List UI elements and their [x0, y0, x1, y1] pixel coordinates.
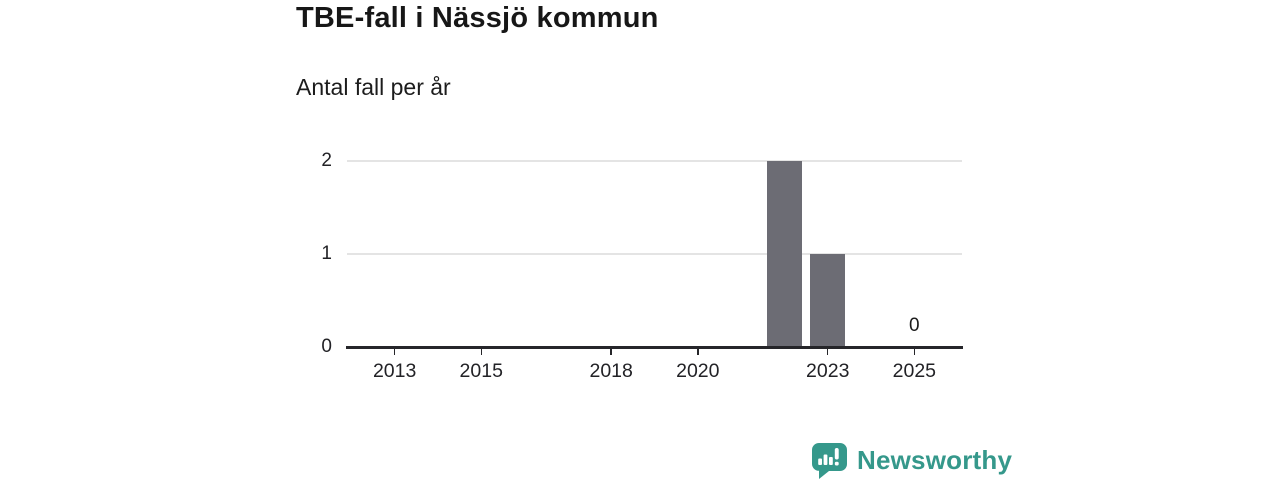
x-tick-mark [610, 348, 612, 355]
bar-value-label: 0 [909, 315, 920, 336]
y-tick-label: 1 [321, 243, 332, 264]
x-tick-mark [913, 348, 916, 355]
x-tick-mark [480, 348, 482, 355]
gridline-y-2 [347, 160, 962, 162]
y-tick-label: 0 [321, 336, 332, 357]
x-tick-mark [393, 348, 396, 355]
x-tick-mark [697, 348, 699, 355]
x-tick-label: 2025 [892, 360, 937, 382]
x-axis-line [346, 346, 963, 349]
newsworthy-icon [811, 442, 848, 479]
chart-title: TBE-fall i Nässjö kommun [296, 2, 659, 34]
x-tick-label: 2020 [676, 360, 720, 382]
x-tick-label: 2015 [459, 360, 503, 382]
bar-2023 [810, 254, 846, 347]
newsworthy-brand-text: Newsworthy [857, 445, 1013, 475]
x-tick-mark [826, 348, 829, 355]
bar-2022 [766, 161, 802, 347]
y-tick-label: 2 [321, 150, 332, 171]
x-tick-label: 2023 [806, 360, 850, 382]
x-tick-label: 2018 [589, 360, 633, 382]
x-tick-label: 2013 [372, 360, 417, 382]
newsworthy-logo: Newsworthy [811, 442, 1012, 479]
chart-subtitle: Antal fall per år [296, 74, 451, 100]
gridline-y-1 [347, 253, 962, 255]
